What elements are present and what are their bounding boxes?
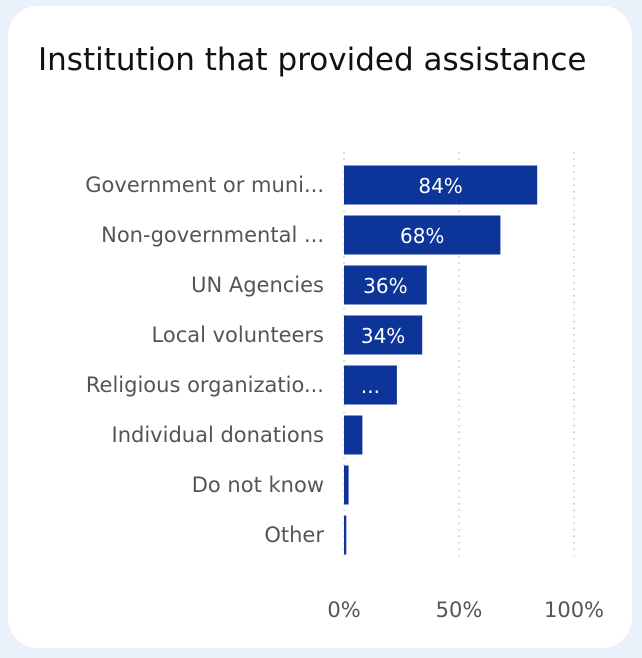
category-label: Non-governmental ...	[101, 223, 324, 247]
bar	[344, 415, 363, 455]
x-tick-label: 100%	[544, 598, 604, 622]
bar	[344, 365, 397, 405]
data-label: 36%	[363, 274, 407, 298]
x-tick-label: 0%	[327, 598, 360, 622]
data-label: 34%	[361, 324, 405, 348]
category-label: Other	[264, 523, 324, 547]
chart-card: Institution that provided assistance Gov…	[8, 6, 632, 648]
category-label: Government or muni...	[85, 173, 324, 197]
bar	[344, 515, 347, 555]
category-label: Religious organizatio...	[86, 373, 324, 397]
category-label: Individual donations	[112, 423, 324, 447]
bar	[344, 165, 538, 205]
chart-title: Institution that provided assistance	[38, 42, 587, 78]
x-tick-label: 50%	[436, 598, 483, 622]
bar-chart: Government or muni... 84% Non-governmental…	[85, 152, 604, 622]
bar	[344, 465, 349, 505]
category-label: Do not know	[192, 473, 324, 497]
bar	[344, 265, 427, 305]
bar	[344, 315, 423, 355]
category-label: Local volunteers	[152, 323, 324, 347]
data-label: ...	[361, 374, 380, 398]
bar	[344, 215, 501, 255]
data-label: 84%	[418, 174, 462, 198]
category-label: UN Agencies	[191, 273, 324, 297]
data-label: 68%	[400, 224, 444, 248]
